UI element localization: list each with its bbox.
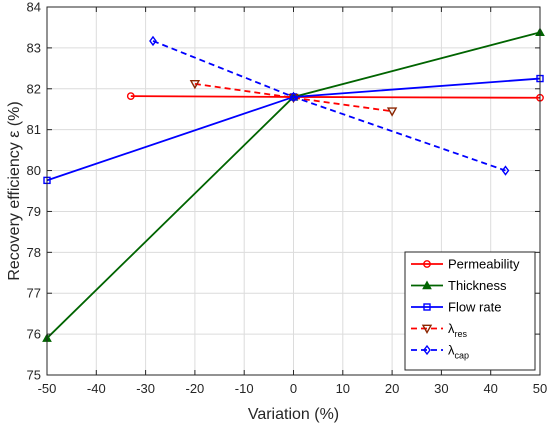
legend-marker — [423, 260, 431, 268]
legend-item: λcap — [411, 343, 469, 361]
y-tick-label: 81 — [27, 122, 41, 137]
x-tick-label: 30 — [434, 381, 448, 396]
series-layer — [42, 27, 545, 342]
x-tick-label: 50 — [533, 381, 547, 396]
x-tick-label: -40 — [87, 381, 106, 396]
data-point — [149, 35, 157, 47]
y-tick-label: 78 — [27, 245, 41, 260]
series-4 — [149, 35, 510, 176]
x-tick-label: 40 — [483, 381, 497, 396]
legend-label: Permeability — [448, 257, 520, 272]
legend-label: Thickness — [448, 278, 507, 293]
legend-marker — [421, 324, 433, 334]
x-tick-label: -50 — [38, 381, 57, 396]
legend-label: λcap — [448, 343, 469, 361]
x-tick-label: 20 — [385, 381, 399, 396]
y-tick-label: 76 — [27, 327, 41, 342]
legend-marker — [422, 280, 432, 290]
x-axis-label: Variation (%) — [248, 406, 339, 423]
y-tick-label: 84 — [27, 0, 41, 15]
series-line — [194, 82, 393, 113]
legend-item: λres — [411, 321, 468, 339]
legend-label: Flow rate — [448, 300, 501, 315]
legend-item: Flow rate — [411, 300, 501, 315]
legend: Permeability Thickness Flow rate λres λcap — [404, 251, 536, 371]
legend-marker — [423, 344, 431, 356]
data-point — [289, 91, 298, 103]
y-tick-label: 82 — [27, 81, 41, 96]
y-tick-label: 75 — [27, 368, 41, 383]
data-point — [126, 92, 135, 101]
x-tick-label: -20 — [186, 381, 205, 396]
y-axis-label: Recovery efficiency ε (%) — [6, 101, 23, 280]
x-tick-label: -30 — [136, 381, 155, 396]
x-tick-label: -10 — [235, 381, 254, 396]
y-tick-label: 79 — [27, 204, 41, 219]
legend-item: Thickness — [411, 278, 507, 293]
y-tick-label: 83 — [27, 40, 41, 55]
legend-item: Permeability — [411, 257, 520, 272]
data-point — [501, 165, 510, 176]
series-line — [152, 40, 506, 172]
legend-marker — [423, 303, 431, 311]
legend-label: λres — [448, 321, 468, 339]
axis-ticks: -50 -40 -30 -20 -10 0 10 20 30 40 50 75 76 77 78 79 80 81… — [27, 0, 548, 396]
data-point — [386, 107, 398, 117]
x-tick-label: 0 — [290, 381, 297, 396]
y-tick-label: 77 — [27, 286, 41, 301]
data-point — [189, 79, 201, 90]
y-tick-label: 80 — [27, 163, 41, 178]
x-tick-label: 10 — [336, 381, 350, 396]
